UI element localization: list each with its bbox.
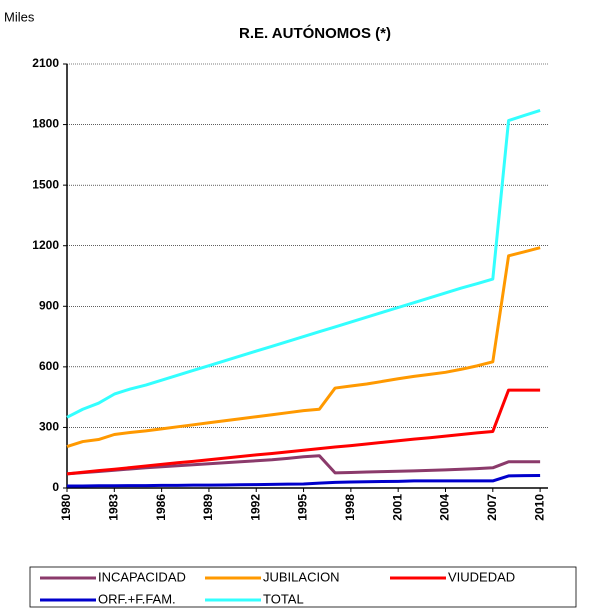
y-axis-label: Miles <box>4 9 35 24</box>
series-line <box>67 473 541 488</box>
series-line <box>66 388 541 476</box>
x-tick-label: 1980 <box>59 494 73 521</box>
x-tick-label: 2010 <box>532 494 546 521</box>
series-line <box>66 246 541 449</box>
legend-label: ORF.+F.FAM. <box>98 591 176 606</box>
x-tick-label: 2007 <box>485 494 499 521</box>
legend-label: JUBILACION <box>263 569 340 584</box>
x-tick-label: 1986 <box>154 494 168 521</box>
y-tick-label: 1800 <box>32 117 59 131</box>
series-line <box>66 109 541 419</box>
x-tick-label: 1983 <box>106 494 120 521</box>
x-tick-label: 1995 <box>296 494 310 521</box>
x-tick-label: 2001 <box>390 494 404 521</box>
x-tick-label: 1992 <box>248 494 262 521</box>
series-line <box>66 454 541 476</box>
chart-title: R.E. AUTÓNOMOS (*) <box>239 24 391 42</box>
x-tick-label: 2004 <box>438 494 452 521</box>
legend-label: INCAPACIDAD <box>98 569 186 584</box>
y-tick-label: 900 <box>39 298 59 312</box>
y-tick-label: 300 <box>39 420 59 434</box>
y-tick-label: 1500 <box>32 177 59 191</box>
y-tick-label: 1200 <box>32 238 59 252</box>
y-tick-label: 2100 <box>32 56 59 70</box>
x-tick-label: 1989 <box>201 494 215 521</box>
x-tick-label: 1998 <box>343 494 357 521</box>
y-tick-label: 0 <box>52 480 59 494</box>
legend-box <box>29 566 577 608</box>
y-tick-label: 600 <box>39 359 59 373</box>
legend-label: VIUDEDAD <box>448 569 515 584</box>
legend-label: TOTAL <box>263 591 304 606</box>
